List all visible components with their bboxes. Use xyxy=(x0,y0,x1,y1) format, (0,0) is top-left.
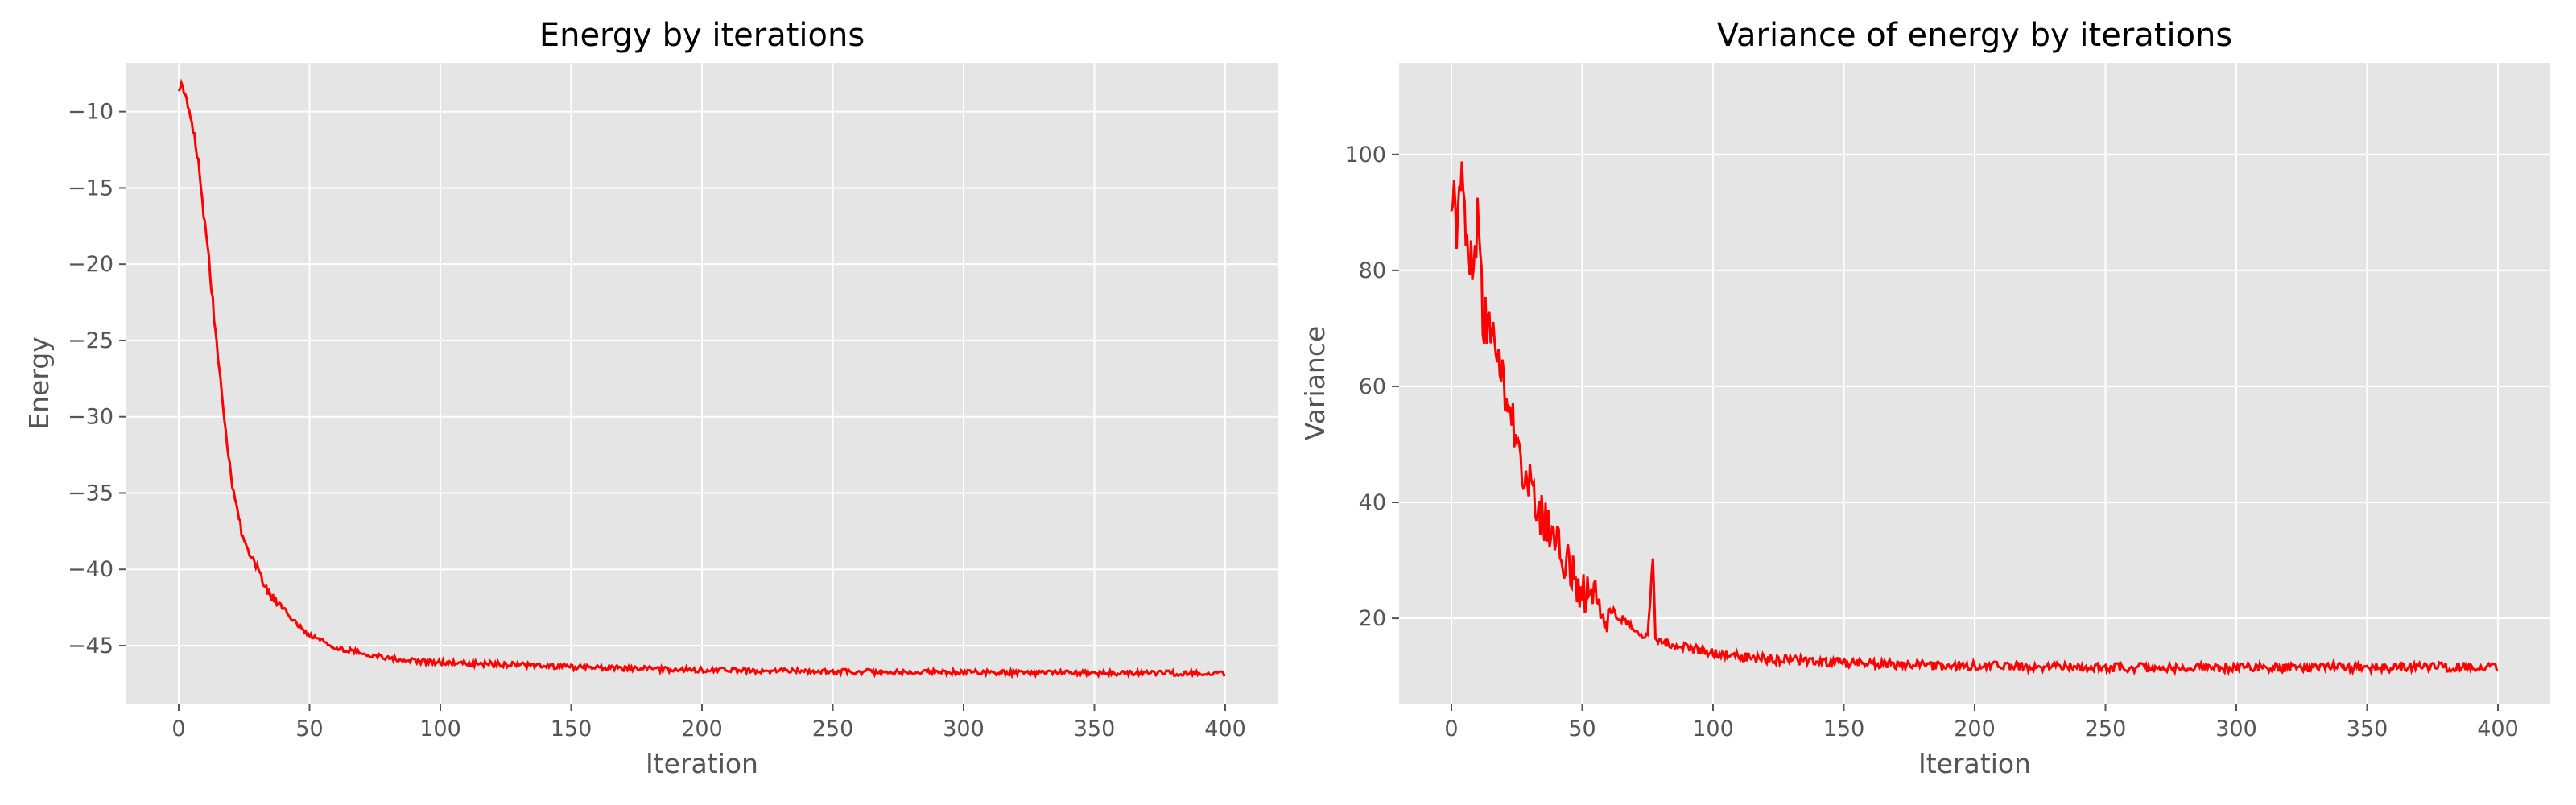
x-tick-label: 300 xyxy=(2215,716,2257,741)
x-tick-label: 0 xyxy=(171,716,185,741)
chart-title: Energy by iterations xyxy=(539,17,865,54)
chart-energy: 0 50 100 150 200 250 300 350 400 −45 −40 −35 −30 −25 −… xyxy=(23,17,1278,779)
series-line xyxy=(177,78,1226,679)
y-tick-label: 20 xyxy=(1359,606,1386,631)
y-axis-label: Energy xyxy=(23,336,55,430)
x-tick-label: 400 xyxy=(2477,716,2519,741)
y-tick-label: 80 xyxy=(1359,258,1386,283)
x-tick-label: 350 xyxy=(1074,716,1116,741)
x-tick-label: 0 xyxy=(1444,716,1458,741)
y-tick-label: −25 xyxy=(68,328,114,353)
x-tick-label: 100 xyxy=(419,716,461,741)
y-tick-label: 60 xyxy=(1359,374,1386,399)
y-tick-label: −45 xyxy=(68,634,114,658)
y-tick-label: −15 xyxy=(68,175,114,200)
x-tick-label: 250 xyxy=(812,716,854,741)
y-tick-label: −10 xyxy=(68,100,114,125)
y-tick-label: −40 xyxy=(68,557,114,582)
x-tick-label: 50 xyxy=(1568,716,1596,741)
x-tick-label: 400 xyxy=(1204,716,1246,741)
x-tick-label: 50 xyxy=(295,716,323,741)
x-tick-label: 200 xyxy=(1954,716,1996,741)
x-tick-label: 150 xyxy=(551,716,592,741)
y-tick-label: 100 xyxy=(1344,142,1386,167)
x-tick-label: 150 xyxy=(1823,716,1865,741)
x-axis-label: Iteration xyxy=(1918,748,2031,779)
y-tick-label: 40 xyxy=(1359,490,1386,515)
x-tick-label: 100 xyxy=(1692,716,1734,741)
x-tick-label: 350 xyxy=(2347,716,2388,741)
x-tick-label: 200 xyxy=(681,716,723,741)
y-tick-label: −20 xyxy=(68,252,114,277)
series-line xyxy=(1450,161,2499,677)
chart-variance: 0 50 100 150 200 250 300 350 400 20 40 60 80 100 Varia… xyxy=(1299,17,2550,779)
chart-title: Variance of energy by iterations xyxy=(1717,17,2232,54)
y-tick-label: −35 xyxy=(68,481,114,506)
x-tick-label: 300 xyxy=(943,716,985,741)
x-tick-label: 250 xyxy=(2085,716,2127,741)
x-axis-label: Iteration xyxy=(646,748,758,779)
y-tick-label: −30 xyxy=(68,405,114,430)
y-axis-label: Variance xyxy=(1299,326,1331,441)
